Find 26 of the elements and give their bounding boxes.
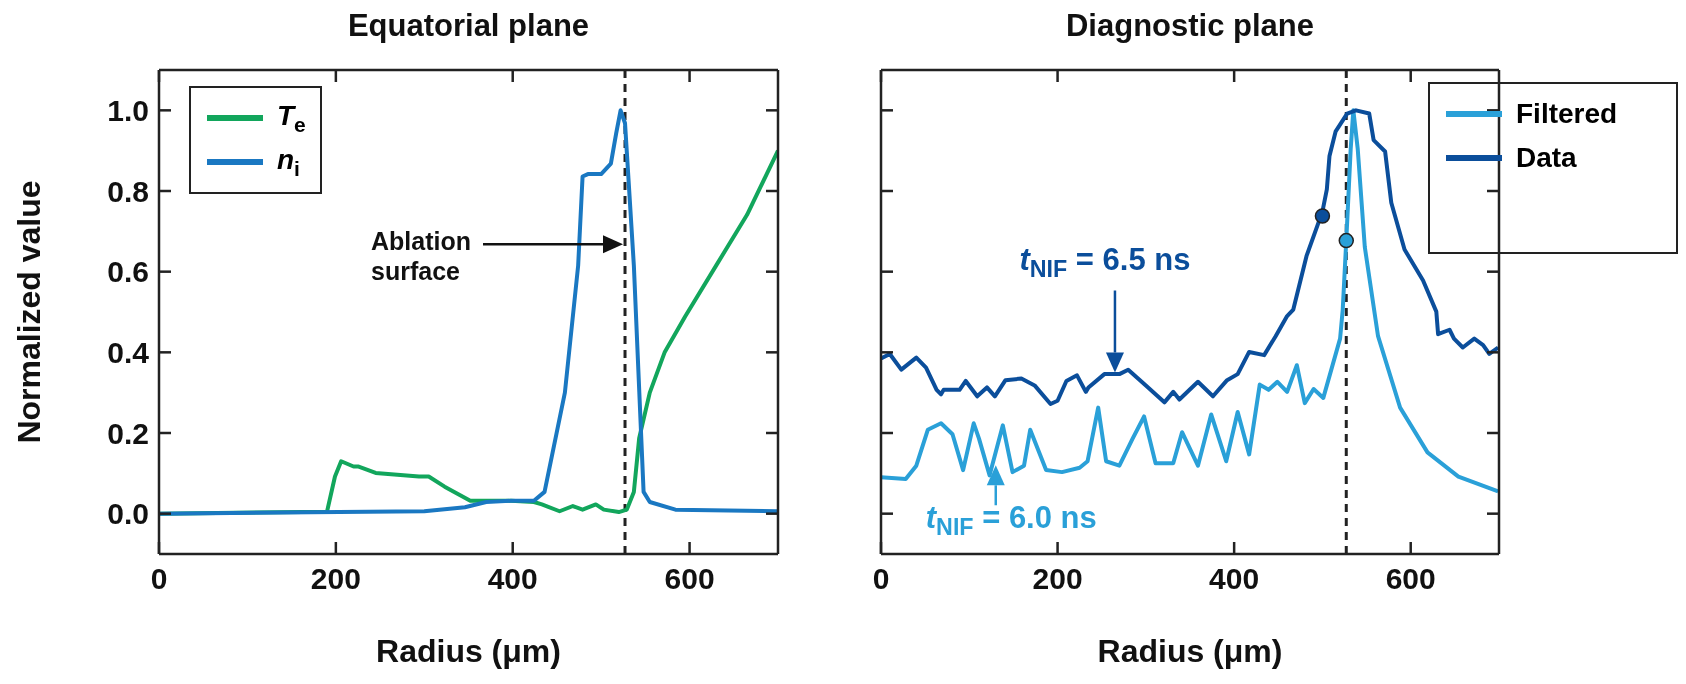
x-tick-label: 200 bbox=[310, 562, 361, 596]
legend-label: Filtered bbox=[1516, 98, 1618, 129]
x-axis-title: Radius (μm) bbox=[1097, 633, 1283, 669]
annotation: t$_{NIF}$ = 6.5 ns bbox=[1019, 241, 1191, 282]
y-tick-label: 0.4 bbox=[107, 335, 150, 369]
y-tick-label: 0.8 bbox=[107, 174, 149, 208]
x-tick-label: 400 bbox=[487, 562, 538, 596]
x-tick-label: 0 bbox=[872, 562, 890, 596]
chart-title: Diagnostic plane bbox=[1065, 8, 1315, 43]
legend-label: T$_{e}$ bbox=[277, 99, 306, 136]
chart-title: Equatorial plane bbox=[347, 8, 590, 43]
y-tick-label: 0.6 bbox=[107, 255, 149, 289]
y-tick-label: 0.2 bbox=[107, 416, 149, 450]
x-tick-label: 400 bbox=[1209, 562, 1260, 596]
annotation: t$_{NIF}$ = 6.0 ns bbox=[925, 500, 1097, 541]
y-tick-label: 1.0 bbox=[107, 93, 149, 127]
y-axis-title: Normalized value bbox=[11, 180, 47, 444]
x-tick-label: 600 bbox=[664, 562, 715, 596]
x-tick-label: 200 bbox=[1032, 562, 1083, 596]
x-axis-title: Radius (μm) bbox=[376, 633, 561, 669]
x-tick-label: 0 bbox=[150, 562, 168, 596]
annotation: Ablation surface bbox=[371, 226, 472, 287]
legend-label: Data bbox=[1516, 142, 1577, 173]
x-tick-label: 600 bbox=[1385, 562, 1436, 596]
y-tick-label: 0.0 bbox=[107, 497, 149, 531]
legend-label: n$_{i}$ bbox=[277, 143, 300, 180]
